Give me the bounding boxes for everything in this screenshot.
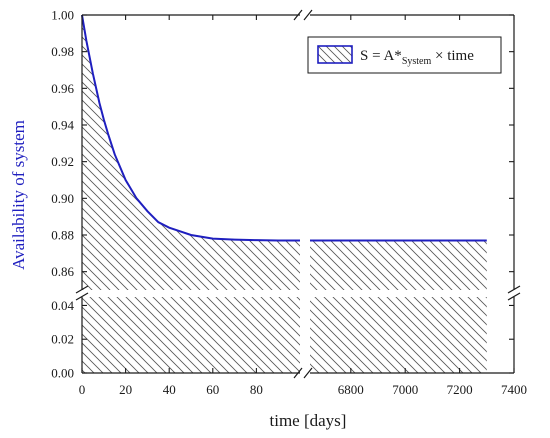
y-tick-label: 0.00 — [51, 366, 74, 381]
x-break-mark-bottom — [293, 367, 313, 379]
legend-label-sub: System — [402, 56, 432, 67]
y-tick-label: 0.86 — [51, 264, 74, 279]
x-tick-label: 0 — [79, 382, 86, 397]
legend: S = A*System × time — [307, 36, 502, 74]
x-tick-label: 60 — [206, 382, 219, 397]
y-break-gap — [70, 290, 526, 297]
y-tick-label: 0.98 — [51, 44, 74, 59]
x-axis-title: time [days] — [270, 411, 347, 430]
x-tick-label: 40 — [163, 382, 176, 397]
x-tick-label: 7400 — [501, 382, 527, 397]
svg-text:S = A*System × time: S = A*System × time — [360, 48, 474, 67]
x-tick-label: 6800 — [338, 382, 364, 397]
y-tick-label: 1.00 — [51, 8, 74, 23]
y-tick-label: 0.88 — [51, 228, 74, 243]
area-fill-segment-1 — [82, 15, 300, 373]
y-tick-label: 0.02 — [51, 332, 74, 347]
series-line-segment-1 — [81, 14, 300, 242]
y-tick-label: 0.94 — [51, 118, 74, 133]
x-tick-label: 80 — [250, 382, 263, 397]
y-break-mark-left — [75, 285, 89, 301]
area-fill-segment-2 — [310, 240, 487, 373]
y-axis-title: Availability of system — [9, 120, 28, 270]
legend-swatch — [317, 45, 353, 64]
legend-label-tail: × time — [431, 48, 474, 64]
x-tick-label: 7200 — [447, 382, 473, 397]
x-break-mark-top — [293, 9, 313, 21]
x-break-gap — [300, 3, 310, 385]
y-tick-label: 0.04 — [51, 298, 74, 313]
legend-label-main: S = A* — [360, 48, 402, 64]
y-break-mark-right — [507, 285, 521, 301]
y-tick-label: 0.96 — [51, 81, 74, 96]
y-tick-label: 0.92 — [51, 154, 74, 169]
x-tick-label: 20 — [119, 382, 132, 397]
x-tick-label: 7000 — [392, 382, 418, 397]
y-tick-label: 0.90 — [51, 191, 74, 206]
